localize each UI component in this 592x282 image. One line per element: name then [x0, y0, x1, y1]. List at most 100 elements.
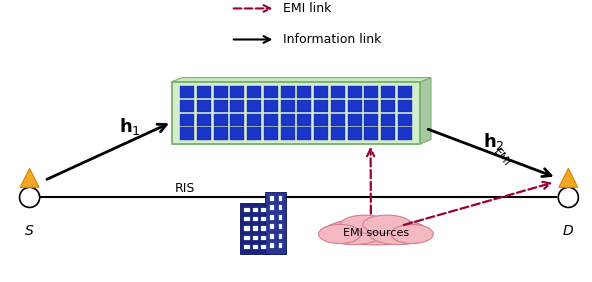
FancyBboxPatch shape: [230, 100, 244, 112]
FancyBboxPatch shape: [279, 205, 282, 210]
FancyBboxPatch shape: [297, 113, 311, 126]
FancyBboxPatch shape: [180, 86, 194, 98]
Text: S: S: [25, 224, 34, 238]
FancyBboxPatch shape: [247, 113, 261, 126]
FancyBboxPatch shape: [381, 113, 395, 126]
FancyBboxPatch shape: [244, 217, 250, 221]
FancyBboxPatch shape: [264, 113, 278, 126]
FancyBboxPatch shape: [253, 236, 258, 240]
FancyBboxPatch shape: [297, 86, 311, 98]
FancyBboxPatch shape: [281, 127, 295, 140]
Ellipse shape: [340, 215, 389, 233]
Text: $\mathbf{h}_1$: $\mathbf{h}_1$: [120, 116, 141, 137]
FancyBboxPatch shape: [197, 113, 211, 126]
FancyBboxPatch shape: [381, 100, 395, 112]
FancyBboxPatch shape: [281, 86, 295, 98]
FancyBboxPatch shape: [314, 86, 328, 98]
FancyBboxPatch shape: [253, 245, 258, 249]
FancyBboxPatch shape: [331, 100, 345, 112]
Text: EMI link: EMI link: [283, 2, 332, 15]
FancyBboxPatch shape: [270, 234, 274, 239]
Ellipse shape: [318, 224, 361, 244]
FancyBboxPatch shape: [348, 113, 362, 126]
FancyBboxPatch shape: [230, 127, 244, 140]
FancyBboxPatch shape: [270, 215, 274, 220]
FancyBboxPatch shape: [365, 127, 378, 140]
FancyBboxPatch shape: [253, 208, 258, 212]
FancyBboxPatch shape: [348, 127, 362, 140]
FancyBboxPatch shape: [253, 226, 258, 231]
FancyBboxPatch shape: [381, 127, 395, 140]
FancyBboxPatch shape: [279, 215, 282, 220]
FancyBboxPatch shape: [365, 86, 378, 98]
FancyBboxPatch shape: [253, 217, 258, 221]
FancyBboxPatch shape: [331, 127, 345, 140]
FancyBboxPatch shape: [244, 226, 250, 231]
FancyBboxPatch shape: [197, 100, 211, 112]
FancyBboxPatch shape: [180, 113, 194, 126]
FancyBboxPatch shape: [230, 86, 244, 98]
FancyBboxPatch shape: [314, 127, 328, 140]
Ellipse shape: [368, 221, 429, 244]
FancyBboxPatch shape: [381, 86, 395, 98]
FancyBboxPatch shape: [279, 243, 282, 248]
FancyBboxPatch shape: [264, 127, 278, 140]
FancyBboxPatch shape: [261, 236, 266, 240]
FancyBboxPatch shape: [214, 100, 227, 112]
FancyBboxPatch shape: [270, 224, 274, 229]
FancyBboxPatch shape: [270, 196, 274, 201]
FancyBboxPatch shape: [197, 127, 211, 140]
FancyBboxPatch shape: [281, 100, 295, 112]
FancyBboxPatch shape: [279, 196, 282, 201]
FancyBboxPatch shape: [240, 203, 269, 254]
FancyBboxPatch shape: [214, 86, 227, 98]
FancyBboxPatch shape: [261, 245, 266, 249]
FancyBboxPatch shape: [348, 86, 362, 98]
Polygon shape: [20, 168, 39, 187]
Ellipse shape: [391, 224, 433, 244]
FancyBboxPatch shape: [398, 100, 411, 112]
Polygon shape: [420, 78, 431, 144]
FancyBboxPatch shape: [279, 234, 282, 239]
FancyBboxPatch shape: [348, 100, 362, 112]
Ellipse shape: [323, 221, 384, 244]
Text: Information link: Information link: [283, 33, 381, 46]
FancyBboxPatch shape: [214, 127, 227, 140]
FancyBboxPatch shape: [297, 100, 311, 112]
FancyBboxPatch shape: [214, 113, 227, 126]
Text: $\mathbf{h}_2$: $\mathbf{h}_2$: [484, 131, 505, 151]
FancyBboxPatch shape: [270, 243, 274, 248]
Ellipse shape: [326, 217, 426, 245]
FancyBboxPatch shape: [365, 113, 378, 126]
FancyBboxPatch shape: [264, 100, 278, 112]
FancyBboxPatch shape: [264, 86, 278, 98]
FancyBboxPatch shape: [331, 86, 345, 98]
FancyBboxPatch shape: [230, 113, 244, 126]
FancyBboxPatch shape: [314, 113, 328, 126]
FancyBboxPatch shape: [297, 127, 311, 140]
FancyBboxPatch shape: [314, 100, 328, 112]
FancyBboxPatch shape: [265, 192, 285, 254]
FancyBboxPatch shape: [172, 82, 420, 144]
Polygon shape: [559, 168, 578, 187]
FancyBboxPatch shape: [365, 100, 378, 112]
FancyBboxPatch shape: [281, 113, 295, 126]
FancyBboxPatch shape: [247, 127, 261, 140]
Text: EMI sources: EMI sources: [343, 228, 409, 238]
Ellipse shape: [363, 215, 411, 233]
Text: D: D: [563, 224, 574, 238]
FancyBboxPatch shape: [398, 127, 411, 140]
FancyBboxPatch shape: [244, 245, 250, 249]
FancyBboxPatch shape: [331, 113, 345, 126]
FancyBboxPatch shape: [244, 208, 250, 212]
FancyBboxPatch shape: [261, 208, 266, 212]
FancyBboxPatch shape: [270, 205, 274, 210]
Text: EMI: EMI: [492, 147, 512, 169]
FancyBboxPatch shape: [180, 127, 194, 140]
Polygon shape: [172, 78, 431, 82]
FancyBboxPatch shape: [197, 86, 211, 98]
FancyBboxPatch shape: [261, 217, 266, 221]
FancyBboxPatch shape: [180, 100, 194, 112]
FancyBboxPatch shape: [244, 236, 250, 240]
Text: RIS: RIS: [175, 182, 195, 195]
